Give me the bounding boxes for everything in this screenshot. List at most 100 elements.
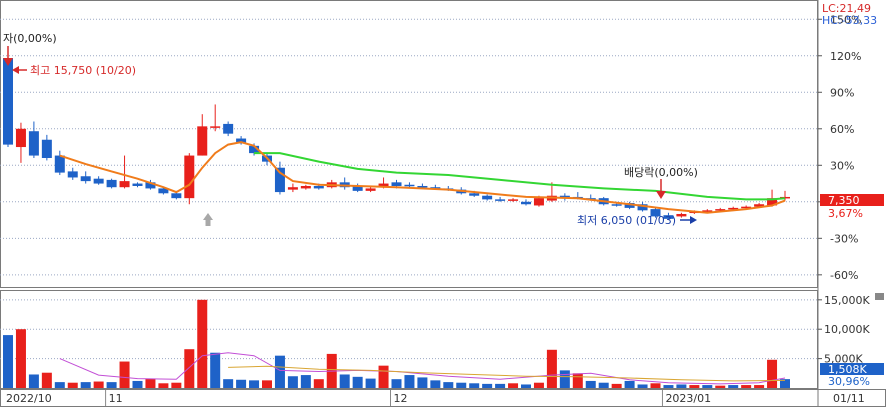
candle-body [611,204,622,206]
volume-badge: 1,508K [828,363,867,376]
x-axis-strip [0,389,886,407]
candle-body [741,206,752,209]
dividend-arrow-icon [656,179,666,199]
volume-pct-badge: 30,96% [828,375,870,388]
candle-body [780,196,790,199]
candle-body [495,199,506,201]
price-tick-label: 150% [830,13,861,26]
volume-bar [93,381,104,388]
volume-bar [780,379,790,388]
candle-body [352,185,363,191]
volume-bar [54,382,65,388]
candle-body [650,209,661,217]
volume-bar [533,382,544,388]
lc-label: LC:21,49 [822,2,871,15]
volume-bar [145,378,156,388]
volume-bar [663,385,674,388]
candle-body [404,184,415,187]
candle-body [637,204,648,211]
volume-bar [365,378,376,388]
rights-arrow-icon [3,46,13,66]
candle-body [15,128,26,148]
volume-bar [585,380,596,388]
low-arrow-icon [680,216,697,224]
volume-bar [521,384,531,388]
volume-bar [274,355,285,388]
volume-y-axis: 15,000K 10,000K 5,000K [818,294,870,366]
change-badge: 3,67% [828,207,863,220]
x-tick-label: 2023/01 [665,392,711,405]
volume-tick-label: 5,000K [824,353,863,366]
candle-body [210,126,221,128]
candle-body [236,138,247,144]
candle-body [197,126,208,156]
candle-body [249,145,260,154]
x-axis: 2022/10 11 12 2023/01 01/11 [6,390,865,406]
candle-body [93,178,104,184]
volume-bar [119,361,130,388]
high-annotation: 최고 15,750 (10/20) [30,64,136,77]
volume-bar [249,380,260,388]
volume-bar [482,383,493,388]
volume-bar [223,379,234,388]
price-y-axis: 150%120%90%60%30%0%-30%-60% [818,13,861,282]
volume-bar [715,385,726,388]
panel-menu-icon[interactable] [875,293,884,300]
volume-bar [728,385,739,388]
up-arrow-icon [203,213,213,226]
volume-bar [650,383,661,388]
candle-body [430,187,441,189]
candle-body [469,193,480,196]
volume-bar [404,375,415,388]
candle-body [378,183,389,188]
volume-bar [469,383,480,388]
price-tick-label: 120% [830,50,861,63]
volume-bar [28,374,39,388]
candle-body [702,210,713,212]
candle-body [171,193,182,199]
rights-annotation: 자(0,00%) [3,32,57,45]
candle-body [482,195,493,200]
volume-bar [287,376,298,388]
candle-body [508,199,519,201]
candle-body [223,123,234,134]
volume-bar [132,380,143,388]
ma-short-line [59,141,786,214]
candle-body [391,182,402,186]
volume-bar [210,352,221,388]
candle-body [145,182,156,189]
volume-bar [430,380,441,388]
price-badge-bg [820,194,884,206]
ma-long-line [254,152,786,201]
low-annotation: 최저 6,050 (01/03) [577,214,676,227]
volume-badge-bg [820,363,884,375]
candle-body [300,185,311,189]
candle-body [158,188,169,194]
volume-bar [611,383,622,388]
volume-bar [197,299,208,388]
volume-bar [456,382,467,388]
candle-body [754,204,765,207]
dividend-annotation: 배당락(0,00%) [624,166,698,179]
price-panel-frame [0,0,818,288]
x-tick-label: 12 [394,392,408,405]
volume-gridlines [0,299,818,360]
volume-bar [339,374,350,388]
volume-bar [378,365,389,388]
candle-body [67,171,78,178]
high-arrow-icon [12,66,27,74]
volume-bar [184,349,195,388]
price-tick-label: -60% [830,269,858,282]
candle-body [54,155,65,173]
x-tick-label: 2022/10 [6,392,52,405]
volume-bar [3,335,13,388]
volume-bar [754,385,765,388]
candle-body [274,167,285,193]
hc-label: HC:-53,33 [822,14,877,27]
volume-bar [702,385,713,388]
volume-bar [313,379,324,388]
price-badge: 7,350 [828,194,860,207]
x-tick-label: 11 [109,392,123,405]
candle-body [3,58,13,145]
